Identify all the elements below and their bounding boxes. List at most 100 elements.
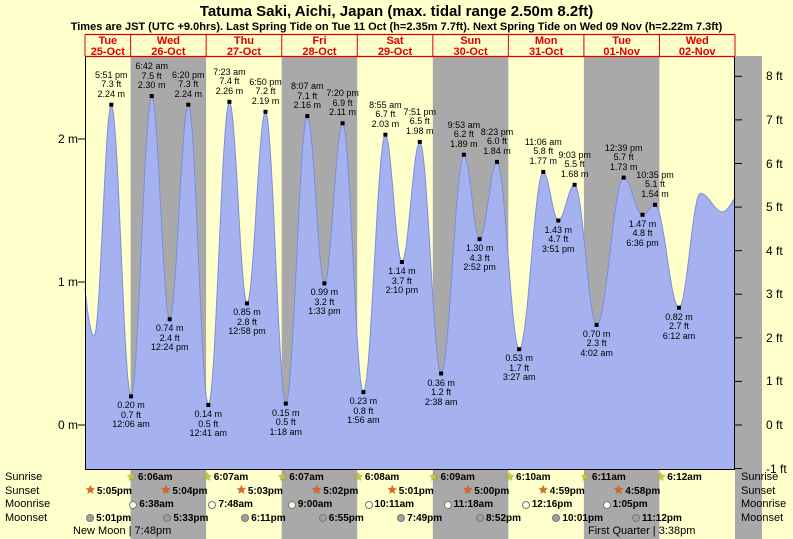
moonset-icon — [241, 514, 250, 522]
tide-label-line: 7:20 pm — [326, 88, 359, 99]
moonset-time: 11:12pm — [641, 512, 682, 524]
day-name: Mon — [534, 35, 558, 47]
tide-label-line: 4.3 ft — [469, 252, 490, 263]
tide-label-line: 7:51 pm — [403, 106, 437, 117]
tide-label-line: 2.19 m — [251, 95, 280, 106]
day-date: 29-Oct — [377, 45, 413, 58]
sunset-entry: ★ 5:01pm — [383, 485, 439, 498]
moonrise-entry: 1:05pm — [597, 498, 653, 511]
tide-extreme-marker — [227, 99, 232, 104]
moonset-entry: 6:11pm — [235, 512, 291, 525]
y-axis-label-ft: 3 ft — [766, 287, 783, 302]
moonset-icon — [318, 514, 327, 522]
sunrise-entry: ★ 6:07am — [198, 471, 254, 484]
sunset-entry: ★ 5:03pm — [232, 485, 288, 498]
day-date: 26-Oct — [151, 45, 186, 58]
tide-extreme-marker — [640, 212, 645, 217]
tide-high-label: 5:51 pm 7.3 ft 2.24 m — [81, 70, 141, 100]
tide-label-line: 7.1 ft — [297, 90, 318, 101]
tide-label-line: 0.53 m — [505, 353, 533, 364]
sunset-time: 4:59pm — [549, 485, 585, 497]
day-header: Wed 26-Oct — [131, 36, 207, 57]
moonset-time: 7:49pm — [407, 512, 443, 524]
moonset-time: 5:33pm — [173, 512, 209, 524]
day-header: Sun 30-Oct — [433, 36, 509, 57]
y-axis-label-ft: 6 ft — [766, 156, 783, 171]
tide-label-line: 2.24 m — [174, 88, 203, 99]
day-header: Tue 01-Nov — [584, 36, 660, 57]
tide-label-line: 6:42 am — [135, 61, 168, 72]
tide-label-line: 6:36 pm — [626, 237, 659, 248]
sunset-time: 5:04pm — [172, 485, 208, 497]
tide-extreme-marker — [340, 121, 345, 126]
moonset-icon — [631, 514, 640, 522]
tide-label-line: 1:33 pm — [308, 306, 341, 317]
tide-extreme-marker — [477, 237, 482, 242]
tide-label-line: 6.7 ft — [375, 109, 396, 120]
sunset-icon: ★ — [614, 485, 624, 496]
tide-extreme-marker — [517, 347, 522, 352]
tide-label-line: 1:18 am — [269, 426, 303, 437]
tide-low-label: 0.15 m 0.5 ft 1:18 am — [256, 407, 316, 438]
sunset-icon: ★ — [538, 485, 548, 496]
tide-low-label: 1.14 m 3.7 ft 2:10 pm — [372, 266, 432, 296]
tide-label-line: 6.5 ft — [409, 116, 430, 127]
moonset-entry: 10:01pm — [550, 512, 606, 525]
tide-label-line: 0.15 m — [272, 407, 300, 418]
day-name: Sun — [460, 35, 481, 47]
tide-high-label: 12:39 pm 5.7 ft 1.73 m — [594, 143, 654, 173]
y-axis-label-ft: 4 ft — [766, 243, 783, 258]
y-axis-label-ft: 8 ft — [766, 69, 783, 84]
tide-extreme-marker — [167, 317, 172, 322]
tide-label-line: 0.8 ft — [353, 405, 374, 416]
tide-label-line: 0.23 m — [349, 396, 378, 407]
day-header: Fri 28-Oct — [282, 36, 358, 57]
day-date: 25-Oct — [90, 45, 125, 58]
tide-label-line: 2.7 ft — [668, 321, 689, 332]
moonset-icon — [163, 514, 172, 522]
tide-label-line: 1.77 m — [529, 155, 558, 166]
tide-label-line: 12:06 am — [112, 419, 150, 430]
moonrise-time: 7:48am — [218, 499, 253, 510]
day-name: Fri — [312, 35, 327, 47]
tide-label-line: 1.2 ft — [431, 387, 452, 397]
tide-label-line: 2:38 am — [424, 396, 458, 407]
tide-label-line: 0.5 ft — [198, 418, 219, 429]
moonrise-entry: 11:18am — [440, 498, 496, 511]
tide-high-label: 7:51 pm 6.5 ft 1.98 m — [390, 106, 450, 137]
tide-low-label: 1.30 m 4.3 ft 2:52 pm — [450, 244, 510, 273]
tide-high-label: 9:53 am 6.2 ft 1.89 m — [434, 120, 494, 150]
tide-extreme-marker — [245, 301, 249, 306]
day-date: 01-Nov — [603, 45, 641, 58]
sunrise-icon: ★ — [127, 471, 137, 483]
y-axis-label-m: 2 m — [57, 132, 78, 146]
tide-low-label: 0.23 m 0.8 ft 1:56 am — [333, 397, 393, 426]
sunrise-entry: ★ 6:08am — [349, 471, 405, 484]
tide-label-line: 1:56 am — [347, 415, 380, 426]
page-subtitle: Times are JST (UTC +9.0hrs). Last Spring… — [70, 21, 723, 33]
tide-label-line: 0.20 m — [117, 400, 145, 411]
tide-label-line: 12:41 am — [189, 428, 228, 438]
tide-label-line: 0.14 m — [194, 409, 223, 419]
sunrise-icon: ★ — [278, 471, 288, 483]
tide-label-line: 1.14 m — [388, 266, 416, 276]
sunrise-icon: ★ — [202, 471, 212, 483]
tide-extreme-marker — [186, 102, 191, 107]
tide-label-line: 0.82 m — [665, 311, 693, 322]
sunset-entry: ★ 5:05pm — [81, 485, 137, 498]
astro-row-label-right: Moonrise — [741, 498, 787, 510]
first-quarter-label: First Quarter | 3:38pm — [588, 525, 696, 537]
tide-low-label: 0.36 m 1.2 ft 2:38 am — [411, 378, 471, 408]
tide-label-line: 1.43 m — [544, 224, 573, 235]
tide-high-label: 8:55 am 6.7 ft 2.03 m — [355, 100, 415, 130]
tide-extreme-marker — [621, 175, 626, 180]
tide-low-label: 0.53 m 1.7 ft 3:27 am — [489, 354, 549, 383]
sunrise-icon: ★ — [353, 471, 363, 483]
y-axis-label-ft: 7 ft — [766, 112, 783, 127]
tide-label-line: 5.7 ft — [613, 152, 634, 163]
tide-label-line: 6:12 am — [662, 330, 696, 341]
tide-high-label: 10:35 pm 5.1 ft 1.54 m — [625, 170, 685, 200]
tide-high-label: 9:03 pm 5.5 ft 1.68 m — [545, 150, 605, 180]
tide-label-line: 7.3 ft — [178, 79, 199, 90]
tide-extreme-marker — [495, 159, 499, 164]
